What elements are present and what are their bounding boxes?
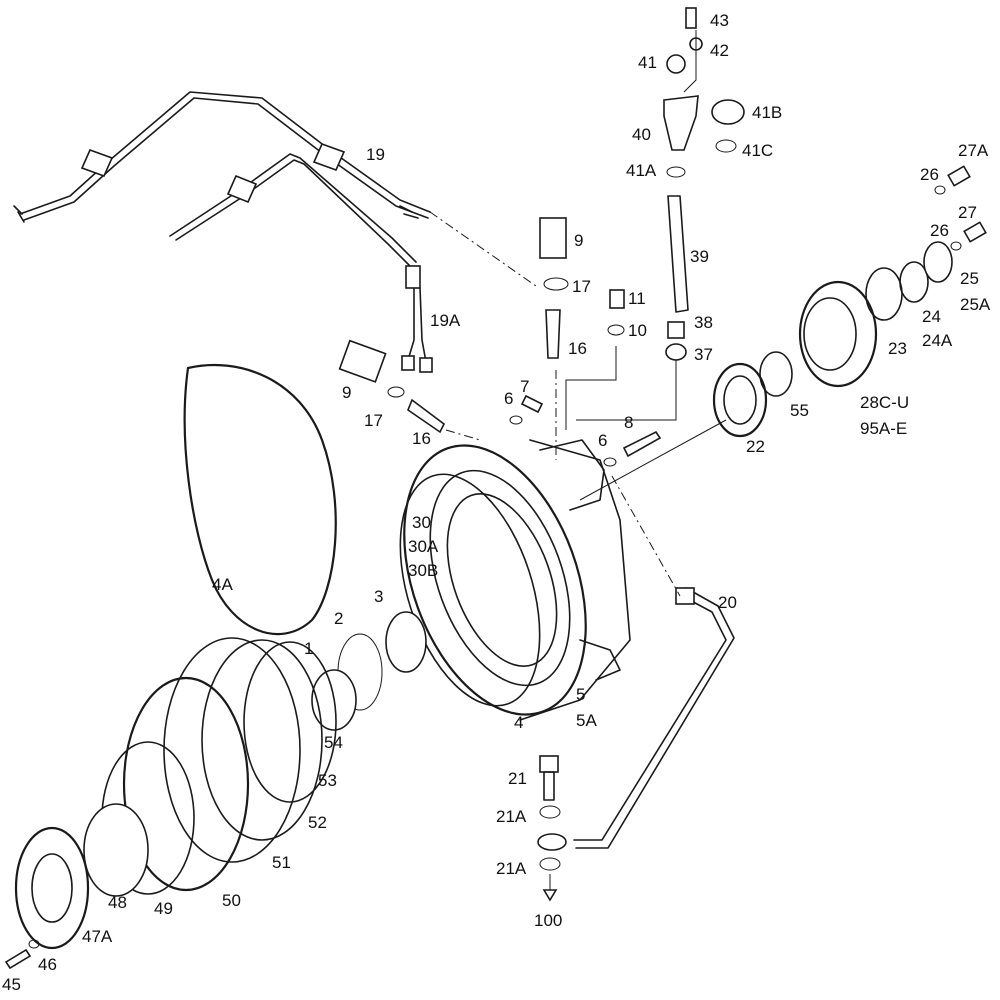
label-100: 100 xyxy=(534,911,562,930)
label-17-left: 17 xyxy=(364,411,383,430)
label-47a: 47A xyxy=(82,927,113,946)
label-55: 55 xyxy=(790,401,809,420)
ring-30 xyxy=(399,473,541,707)
label-10: 10 xyxy=(628,321,647,340)
label-19a: 19A xyxy=(430,311,461,330)
label-24a: 24A xyxy=(922,331,953,350)
label-3: 3 xyxy=(374,587,383,606)
tube-20 xyxy=(537,587,735,851)
label-21a-bottom: 21A xyxy=(496,859,527,878)
label-7: 7 xyxy=(520,377,529,396)
label-30b: 30B xyxy=(408,561,438,580)
label-46: 46 xyxy=(38,955,57,974)
label-41b: 41B xyxy=(752,103,782,122)
top-fittings xyxy=(338,7,745,467)
label-6-left: 6 xyxy=(504,389,513,408)
label-21: 21 xyxy=(508,769,527,788)
label-8: 8 xyxy=(624,413,633,432)
label-9-left: 9 xyxy=(342,383,351,402)
label-50: 50 xyxy=(222,891,241,910)
label-21a-top: 21A xyxy=(496,807,527,826)
label-5: 5 xyxy=(576,685,585,704)
label-53: 53 xyxy=(318,771,337,790)
label-43: 43 xyxy=(710,11,729,30)
label-41a: 41A xyxy=(626,161,657,180)
label-41: 41 xyxy=(638,53,657,72)
label-40: 40 xyxy=(632,125,651,144)
label-4a: 4A xyxy=(212,575,233,594)
label-52: 52 xyxy=(308,813,327,832)
label-16-left: 16 xyxy=(412,429,431,448)
label-54: 54 xyxy=(324,733,343,752)
label-19: 19 xyxy=(366,145,385,164)
flange-assembly xyxy=(712,165,987,438)
label-27: 27 xyxy=(958,203,977,222)
label-30a: 30A xyxy=(408,537,439,556)
wiring-harness-19 xyxy=(13,91,431,223)
label-49: 49 xyxy=(154,899,173,918)
label-25a: 25A xyxy=(960,295,991,314)
label-6-right: 6 xyxy=(598,431,607,450)
label-4: 4 xyxy=(514,713,523,732)
label-37: 37 xyxy=(694,345,713,364)
label-2: 2 xyxy=(334,609,343,628)
label-28c-u: 28C-U xyxy=(860,393,909,412)
label-42: 42 xyxy=(710,41,729,60)
label-11: 11 xyxy=(628,289,646,308)
label-1: 1 xyxy=(304,639,313,658)
label-23: 23 xyxy=(888,339,907,358)
leader-lines xyxy=(429,30,727,597)
label-27a: 27A xyxy=(958,141,989,160)
wiring-harness-19a xyxy=(169,153,433,373)
label-38: 38 xyxy=(694,313,713,332)
label-51: 51 xyxy=(272,853,291,872)
label-24: 24 xyxy=(922,307,941,326)
label-9-top: 9 xyxy=(574,231,583,250)
label-22: 22 xyxy=(746,437,765,456)
housing-4 xyxy=(403,439,631,721)
banjo-bolt-21 xyxy=(539,755,561,902)
label-95a-e: 95A-E xyxy=(860,419,907,438)
label-5a: 5A xyxy=(576,711,597,730)
label-25: 25 xyxy=(960,269,979,288)
label-20: 20 xyxy=(718,593,737,612)
label-26-mid: 26 xyxy=(930,221,949,240)
label-17-top: 17 xyxy=(572,277,591,296)
label-48: 48 xyxy=(108,893,127,912)
label-30: 30 xyxy=(412,513,431,532)
part-labels: 43 42 41 41B 40 41C 41A 19 27A 26 27 26 … xyxy=(2,11,991,994)
label-16-top: 16 xyxy=(568,339,587,358)
label-39: 39 xyxy=(690,247,709,266)
gasket-4a xyxy=(183,363,337,636)
gear-pack xyxy=(4,611,427,970)
label-26-top: 26 xyxy=(920,165,939,184)
label-45: 45 xyxy=(2,975,21,994)
label-41c: 41C xyxy=(742,141,773,160)
